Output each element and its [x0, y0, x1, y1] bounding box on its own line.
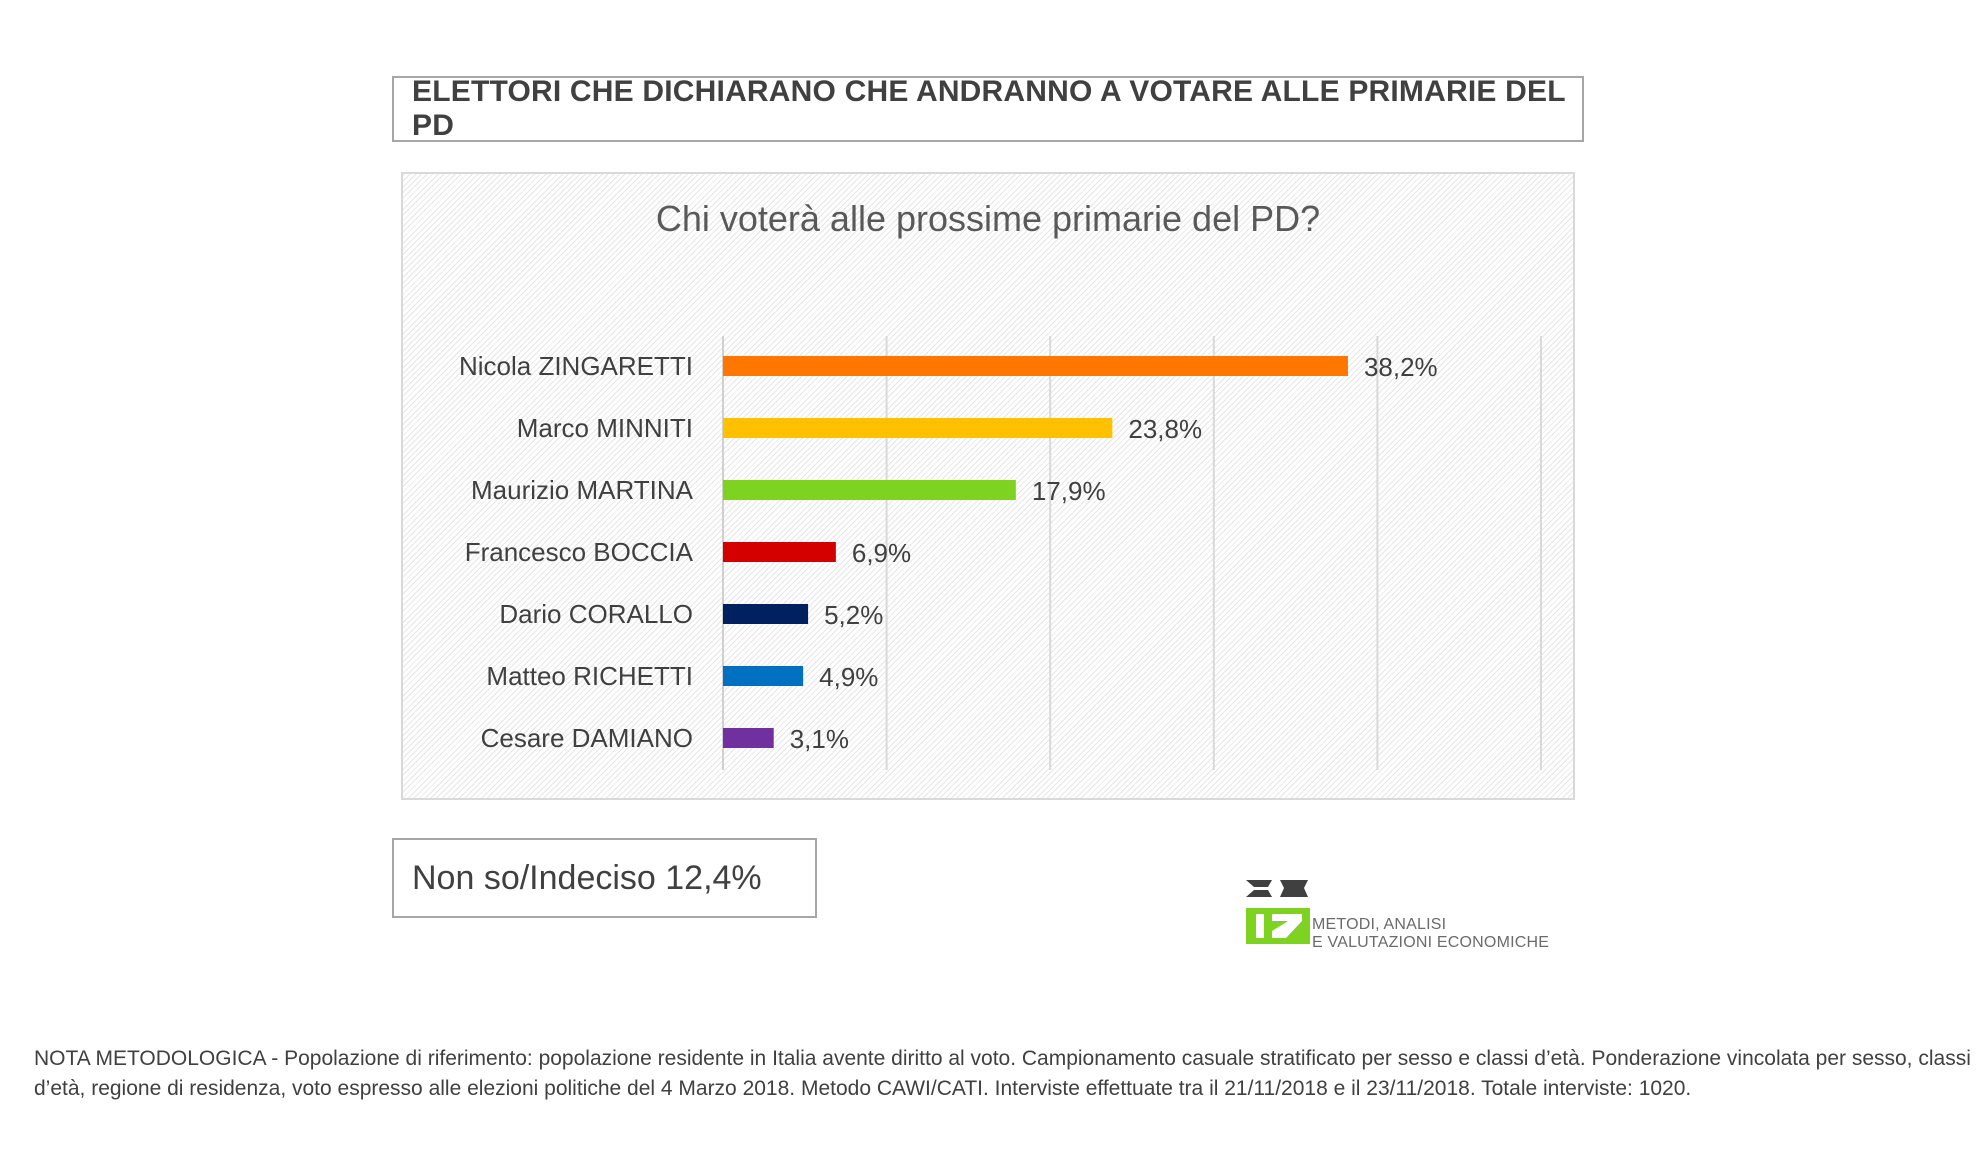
undecided-label: Non so/Indeciso 12,4%: [412, 858, 762, 897]
bar: [723, 542, 836, 562]
chart-panel: Chi voterà alle prossime primarie del PD…: [401, 172, 1575, 800]
bar: [723, 480, 1016, 500]
data-label: 38,2%: [1364, 352, 1438, 382]
logo-text-line1: METODI, ANALISI: [1312, 916, 1447, 933]
methodology-note: NOTA METODOLOGICA - Popolazione di rifer…: [34, 1047, 1971, 1100]
bar: [723, 728, 774, 748]
bar: [723, 604, 809, 624]
category-label: Dario CORALLO: [499, 599, 693, 629]
category-label: Nicola ZINGARETTI: [459, 351, 693, 381]
category-label: Maurizio MARTINA: [471, 475, 694, 505]
data-label: 17,9%: [1032, 476, 1106, 506]
data-label: 4,9%: [819, 662, 878, 692]
data-label: 6,9%: [852, 538, 911, 568]
category-label: Cesare DAMIANO: [481, 723, 693, 753]
bar: [723, 356, 1348, 376]
data-label: 23,8%: [1128, 414, 1202, 444]
data-label: 5,2%: [824, 600, 883, 630]
bar: [723, 418, 1113, 438]
bar: [723, 666, 804, 686]
header-box: ELETTORI CHE DICHIARANO CHE ANDRANNO A V…: [392, 75, 1584, 142]
category-label: Matteo RICHETTI: [486, 661, 693, 691]
bar-chart: Nicola ZINGARETTI 38,2% Marco MINNITI 23,8%…: [459, 336, 1542, 770]
category-label: Francesco BOCCIA: [465, 537, 694, 567]
category-label: Marco MINNITI: [517, 413, 693, 443]
logo-mark-icon: [1246, 880, 1310, 944]
company-logo: METODI, ANALISI E VALUTAZIONI ECONOMICHE: [1244, 876, 1549, 956]
chart-title: Chi voterà alle prossime primarie del PD…: [655, 198, 1321, 239]
page-title: ELETTORI CHE DICHIARANO CHE ANDRANNO A V…: [412, 75, 1566, 142]
data-label: 3,1%: [790, 724, 849, 754]
logo-text-line2: E VALUTAZIONI ECONOMICHE: [1312, 934, 1550, 951]
undecided-box: Non so/Indeciso 12,4%: [392, 838, 817, 918]
